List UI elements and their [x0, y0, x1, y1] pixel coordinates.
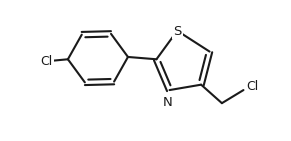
Text: S: S — [173, 25, 181, 38]
Text: Cl: Cl — [246, 80, 259, 93]
Text: N: N — [162, 96, 172, 109]
Text: Cl: Cl — [40, 55, 52, 68]
